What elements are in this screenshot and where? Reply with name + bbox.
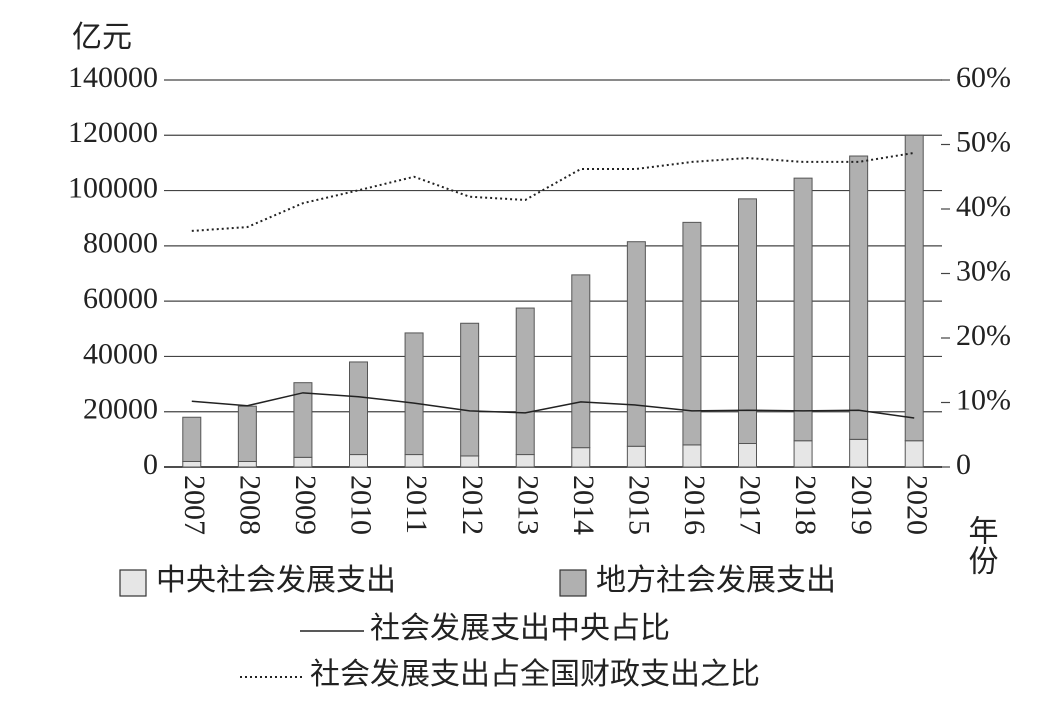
bar (515, 454, 535, 468)
bar (626, 241, 646, 447)
bar (515, 307, 535, 456)
x-tick-label: 2015 (622, 475, 655, 535)
bar (682, 444, 702, 468)
bar (626, 445, 646, 468)
x-tick-label: 2009 (289, 475, 322, 535)
x-tick-label: 2008 (233, 475, 266, 535)
bar (849, 155, 869, 440)
x-tick-label: 2012 (456, 475, 489, 535)
y-tick-label: 140000 (68, 61, 158, 94)
bar (182, 416, 202, 462)
bar (404, 454, 424, 468)
x-tick-label: 2019 (845, 475, 878, 535)
y2-tick-label: 20% (956, 319, 1011, 352)
y-tick-label: 40000 (83, 337, 158, 370)
x-tick-label: 2016 (678, 475, 711, 535)
bar (293, 456, 313, 468)
bar (349, 454, 368, 468)
bar (682, 221, 702, 446)
bar (460, 322, 480, 457)
x-tick-label: 2018 (789, 475, 822, 535)
y-tick-label: 20000 (83, 393, 158, 426)
x-tick-label: 2007 (178, 475, 211, 535)
bar (904, 440, 924, 468)
y-tick-label: 120000 (68, 116, 158, 149)
x-tick-label: 2020 (900, 475, 933, 535)
bar (571, 447, 591, 468)
bar (738, 198, 757, 445)
bar (404, 332, 424, 456)
x-axis-label: 年份 (964, 515, 999, 575)
y-tick-label: 60000 (83, 282, 158, 315)
y2-tick-label: 30% (956, 254, 1011, 287)
bar (571, 274, 591, 449)
bar (237, 460, 257, 468)
x-tick-label: 2011 (400, 475, 433, 534)
bar (849, 438, 869, 468)
y-tick-label: 80000 (83, 227, 158, 260)
y-tick-label: 0 (143, 448, 158, 481)
y2-tick-label: 50% (956, 125, 1011, 158)
legend-swatch (119, 569, 147, 597)
x-tick-label: 2014 (567, 475, 600, 535)
bar (349, 361, 368, 456)
y2-tick-label: 10% (956, 383, 1011, 416)
y-tick-label: 100000 (68, 171, 158, 204)
bar (738, 443, 757, 468)
line (191, 392, 915, 419)
legend-label: 中央社会发展支出 (156, 564, 396, 597)
bar (182, 460, 202, 468)
y2-tick-label: 40% (956, 190, 1011, 223)
x-tick-label: 2017 (734, 475, 767, 535)
bar (793, 440, 813, 468)
bar (904, 134, 924, 442)
bar (793, 177, 813, 442)
x-tick-label: 2013 (511, 475, 544, 535)
y2-tick-label: 0 (956, 448, 971, 481)
legend-label: 地方社会发展支出 (596, 564, 836, 597)
y2-tick-label: 60% (956, 61, 1011, 94)
legend-label: 社会发展支出占全国财政支出之比 (310, 658, 760, 691)
x-tick-label: 2010 (345, 475, 378, 535)
bar (293, 382, 313, 458)
y-axis-label: 亿元 (72, 21, 132, 54)
bar (460, 455, 480, 468)
bar (237, 405, 257, 462)
legend-swatch (559, 569, 587, 597)
line (191, 151, 915, 232)
legend-label: 社会发展支出中央占比 (370, 612, 670, 645)
